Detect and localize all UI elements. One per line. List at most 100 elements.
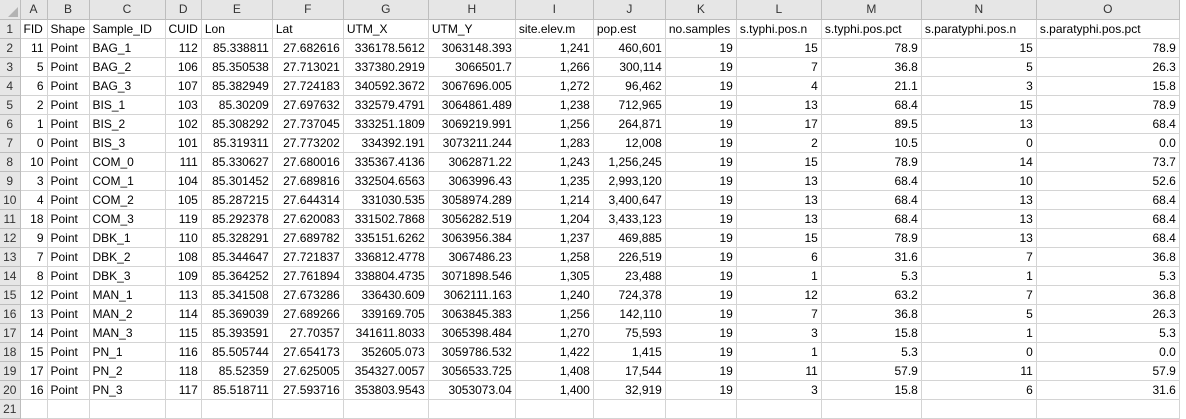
cell[interactable]: 6 — [20, 76, 48, 96]
row-header[interactable]: 4 — [0, 76, 21, 96]
cell[interactable]: MAN_2 — [89, 304, 166, 324]
column-header-g[interactable]: G — [343, 0, 429, 20]
row-header[interactable]: 19 — [0, 361, 21, 381]
cell[interactable]: 85.344647 — [201, 247, 273, 267]
empty-cell[interactable] — [201, 399, 273, 419]
header-cell[interactable]: UTM_Y — [428, 19, 516, 39]
cell[interactable]: 19 — [665, 285, 737, 305]
cell[interactable]: 27.644314 — [272, 190, 344, 210]
cell[interactable]: 9 — [20, 228, 48, 248]
header-cell[interactable]: Lon — [201, 19, 273, 39]
cell[interactable]: 16 — [20, 380, 48, 400]
cell[interactable]: Point — [47, 361, 90, 381]
row-header[interactable]: 12 — [0, 228, 21, 248]
cell[interactable]: 12,008 — [593, 133, 666, 153]
cell[interactable]: 27.761894 — [272, 266, 344, 286]
cell[interactable]: 15.8 — [1036, 76, 1180, 96]
cell[interactable]: 68.4 — [821, 209, 922, 229]
header-cell[interactable]: FID — [20, 19, 48, 39]
cell[interactable]: COM_0 — [89, 152, 166, 172]
cell[interactable]: 7 — [736, 304, 822, 324]
header-cell[interactable]: CUID — [165, 19, 202, 39]
cell[interactable]: 11 — [921, 361, 1037, 381]
cell[interactable]: 27.721837 — [272, 247, 344, 267]
cell[interactable]: 5 — [921, 57, 1037, 77]
cell[interactable]: 335367.4136 — [343, 152, 429, 172]
empty-cell[interactable] — [47, 399, 90, 419]
cell[interactable]: 108 — [165, 247, 202, 267]
cell[interactable]: 19 — [665, 114, 737, 134]
cell[interactable]: 5.3 — [1036, 266, 1180, 286]
cell[interactable]: 19 — [665, 247, 737, 267]
empty-cell[interactable] — [343, 399, 429, 419]
cell[interactable]: 113 — [165, 285, 202, 305]
cell[interactable]: DBK_1 — [89, 228, 166, 248]
cell[interactable]: 5.3 — [821, 266, 922, 286]
cell[interactable]: 19 — [665, 133, 737, 153]
cell[interactable]: 105 — [165, 190, 202, 210]
cell[interactable]: 0 — [921, 342, 1037, 362]
cell[interactable]: Point — [47, 76, 90, 96]
cell[interactable]: Point — [47, 209, 90, 229]
cell[interactable]: 19 — [665, 190, 737, 210]
cell[interactable]: 3,400,647 — [593, 190, 666, 210]
cell[interactable]: 36.8 — [1036, 285, 1180, 305]
cell[interactable]: 68.4 — [1036, 114, 1180, 134]
row-header[interactable]: 10 — [0, 190, 21, 210]
cell[interactable]: 107 — [165, 76, 202, 96]
empty-cell[interactable] — [20, 399, 48, 419]
cell[interactable]: 264,871 — [593, 114, 666, 134]
cell[interactable]: 57.9 — [821, 361, 922, 381]
cell[interactable]: 18 — [20, 209, 48, 229]
cell[interactable]: Point — [47, 114, 90, 134]
cell[interactable]: 85.364252 — [201, 266, 273, 286]
column-header-c[interactable]: C — [89, 0, 166, 20]
cell[interactable]: 3 — [20, 171, 48, 191]
cell[interactable]: 3064861.489 — [428, 95, 516, 115]
header-cell[interactable]: s.paratyphi.pos.n — [921, 19, 1037, 39]
cell[interactable]: BAG_3 — [89, 76, 166, 96]
cell[interactable]: 3067486.23 — [428, 247, 516, 267]
cell[interactable]: 27.680016 — [272, 152, 344, 172]
cell[interactable]: COM_2 — [89, 190, 166, 210]
cell[interactable]: 78.9 — [1036, 95, 1180, 115]
cell[interactable]: 142,110 — [593, 304, 666, 324]
cell[interactable]: 19 — [665, 342, 737, 362]
cell[interactable]: 85.301452 — [201, 171, 273, 191]
cell[interactable]: 52.6 — [1036, 171, 1180, 191]
cell[interactable]: 111 — [165, 152, 202, 172]
cell[interactable]: 1,204 — [515, 209, 594, 229]
cell[interactable]: 336430.609 — [343, 285, 429, 305]
header-cell[interactable]: Lat — [272, 19, 344, 39]
empty-cell[interactable] — [272, 399, 344, 419]
column-header-e[interactable]: E — [201, 0, 273, 20]
cell[interactable]: 31.6 — [1036, 380, 1180, 400]
cell[interactable]: 0.0 — [1036, 133, 1180, 153]
cell[interactable]: 110 — [165, 228, 202, 248]
column-header-k[interactable]: K — [665, 0, 737, 20]
cell[interactable]: 3 — [736, 323, 822, 343]
cell[interactable]: 73.7 — [1036, 152, 1180, 172]
cell[interactable]: 17 — [20, 361, 48, 381]
select-all-button[interactable] — [0, 0, 21, 20]
cell[interactable]: 85.30209 — [201, 95, 273, 115]
cell[interactable]: 23,488 — [593, 266, 666, 286]
cell[interactable]: 15 — [921, 38, 1037, 58]
cell[interactable]: 1,283 — [515, 133, 594, 153]
cell[interactable]: 5.3 — [1036, 323, 1180, 343]
cell[interactable]: 27.654173 — [272, 342, 344, 362]
cell[interactable]: 78.9 — [821, 228, 922, 248]
cell[interactable]: 15 — [921, 95, 1037, 115]
row-header[interactable]: 11 — [0, 209, 21, 229]
cell[interactable]: 331502.7868 — [343, 209, 429, 229]
cell[interactable]: 10 — [921, 171, 1037, 191]
cell[interactable]: 63.2 — [821, 285, 922, 305]
column-header-n[interactable]: N — [921, 0, 1037, 20]
cell[interactable]: 1,258 — [515, 247, 594, 267]
cell[interactable]: 460,601 — [593, 38, 666, 58]
row-header[interactable]: 16 — [0, 304, 21, 324]
cell[interactable]: 14 — [20, 323, 48, 343]
cell[interactable]: 6 — [736, 247, 822, 267]
cell[interactable]: 338804.4735 — [343, 266, 429, 286]
cell[interactable]: 27.697632 — [272, 95, 344, 115]
